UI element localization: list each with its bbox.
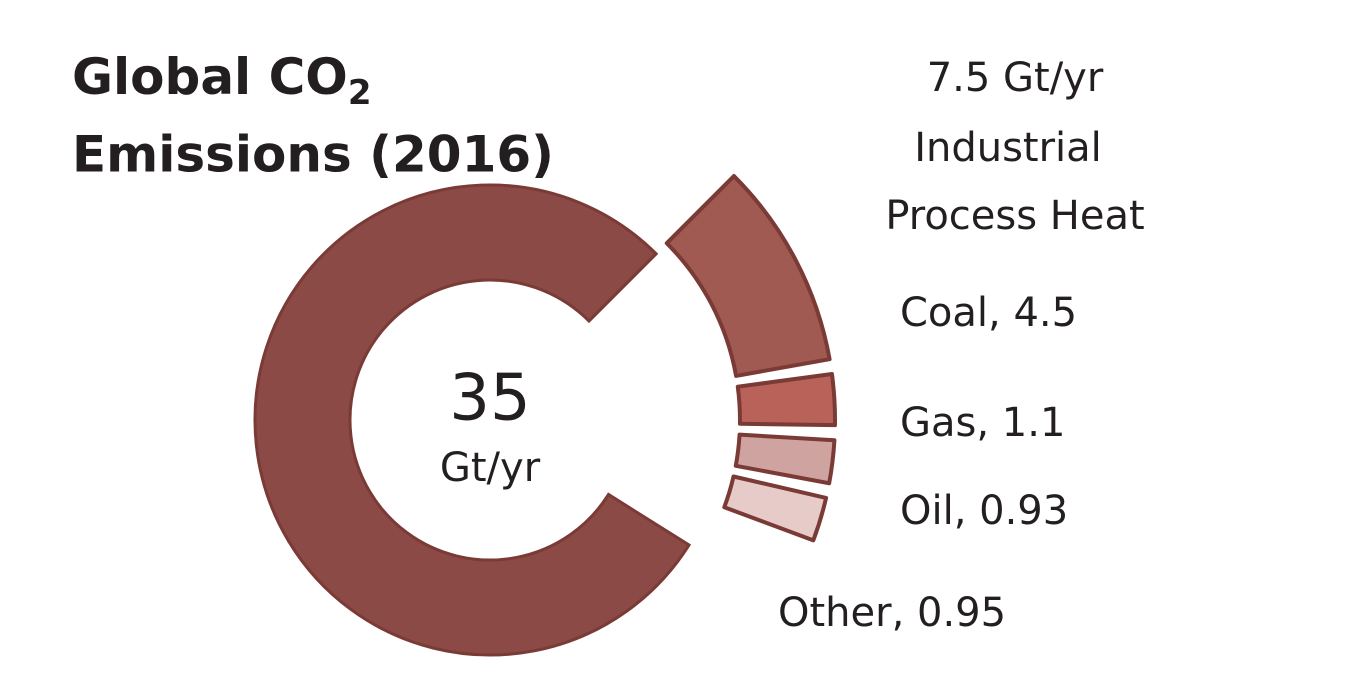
chart-title-line2: Emissions (2016) bbox=[72, 126, 554, 184]
slice-label: Coal, 4.5 bbox=[900, 290, 1077, 336]
donut-ring bbox=[253, 183, 692, 657]
breakout-slice bbox=[722, 474, 829, 543]
chart-title: Global CO2 bbox=[72, 48, 371, 113]
title-subscript: 2 bbox=[348, 73, 372, 113]
total-value: 35 bbox=[449, 362, 530, 436]
slice-label: Gas, 1.1 bbox=[900, 400, 1065, 446]
breakout-name: Process Heat bbox=[885, 193, 1144, 239]
slice-label: Other, 0.95 bbox=[778, 590, 1006, 636]
breakout-name: Industrial bbox=[914, 125, 1102, 171]
total-unit: Gt/yr bbox=[440, 445, 541, 491]
title-main: Global CO bbox=[72, 48, 348, 106]
breakout-slice bbox=[735, 372, 837, 428]
slice-label: Oil, 0.93 bbox=[900, 488, 1068, 534]
breakout-value: 7.5 Gt/yr bbox=[927, 55, 1104, 101]
breakout-slice bbox=[733, 432, 837, 486]
breakout-slice bbox=[664, 174, 832, 378]
